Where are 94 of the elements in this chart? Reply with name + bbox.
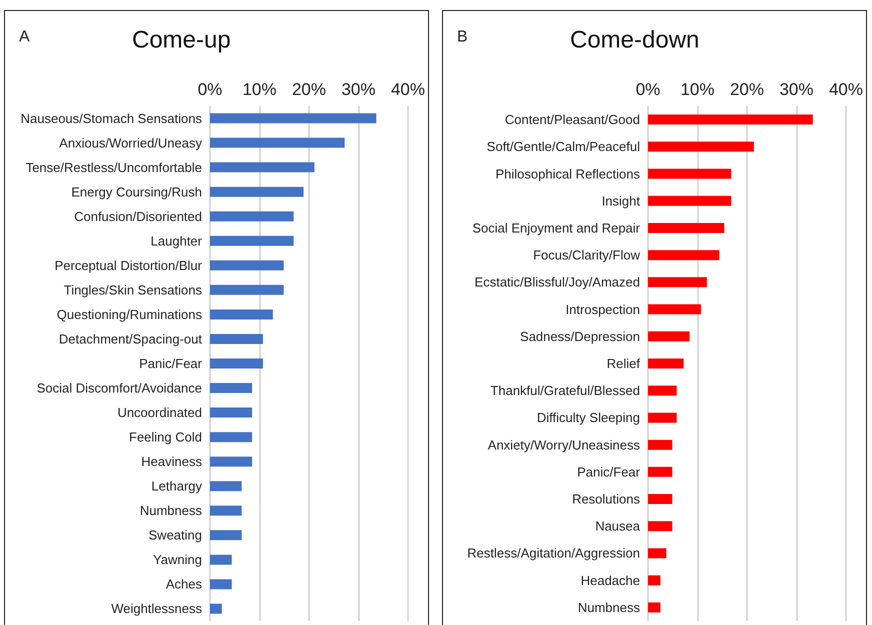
y-tick-label: Uncoordinated: [117, 405, 202, 420]
y-tick-label: Focus/Clarity/Flow: [533, 248, 641, 263]
y-tick-label: Lethargy: [151, 478, 202, 494]
y-tick-label: Anxious/Worried/Uneasy: [59, 135, 202, 150]
bar: [648, 114, 813, 125]
y-tick-label: Sadness/Depression: [520, 328, 640, 344]
bar: [648, 412, 677, 423]
x-tick-label: 20%: [730, 80, 764, 99]
bar: [210, 481, 242, 492]
bar: [648, 196, 732, 206]
bar: [648, 466, 672, 477]
y-tick-label: Insight: [602, 193, 640, 208]
bar: [648, 548, 666, 558]
x-tick-label: 0%: [636, 80, 660, 99]
bar: [210, 284, 284, 295]
bar: [210, 530, 242, 540]
bar: [648, 386, 677, 396]
bar: [210, 383, 252, 394]
y-tick-label: Nausea: [595, 518, 641, 534]
y-tick-label: Thankful/Grateful/Blessed: [490, 383, 640, 398]
x-tick-label: 30%: [779, 80, 814, 99]
y-tick-label: Questioning/Ruminations: [56, 306, 202, 322]
bar: [648, 222, 724, 233]
bar: [210, 236, 294, 246]
y-tick-label: Panic/Fear: [139, 356, 203, 371]
bar: [210, 162, 314, 172]
y-tick-label: Panic/Fear: [577, 464, 641, 480]
x-tick-label: 0%: [198, 80, 222, 99]
y-tick-label: Ecstatic/Blissful/Joy/Amazed: [474, 274, 640, 290]
y-tick-label: Sweating: [148, 528, 202, 543]
x-tick-label: 40%: [390, 80, 426, 99]
y-tick-label: Yawning: [153, 552, 202, 568]
bar: [210, 506, 242, 516]
text: B: [457, 28, 468, 46]
bar: [648, 277, 707, 288]
y-tick-label: Resolutions: [572, 492, 640, 507]
bar: [648, 304, 701, 314]
y-tick-label: Perceptual Distortion/Blur: [54, 258, 203, 273]
y-tick-label: Headache: [580, 572, 640, 588]
bar: [648, 440, 672, 450]
y-tick-label: Social Discomfort/Avoidance: [36, 380, 202, 396]
chart-title: Come-down: [570, 26, 700, 54]
y-tick-label: Tense/Restless/Uncomfortable: [26, 160, 202, 175]
bar: [210, 211, 294, 222]
y-tick-label: Feeling Cold: [129, 430, 202, 445]
bar: [648, 602, 660, 612]
bar: [210, 113, 376, 124]
bar: [210, 554, 232, 565]
y-tick-label: Restless/Agitation/Aggression: [467, 546, 640, 561]
y-tick-label: Philosophical Reflections: [495, 166, 640, 182]
bar: [648, 168, 732, 179]
y-tick-label: Tingles/Skin Sensations: [64, 282, 202, 298]
y-tick-label: Weightlessness: [111, 601, 202, 616]
bar: [210, 186, 304, 197]
text: A: [19, 28, 30, 46]
bar: [648, 331, 690, 342]
chart-title: Come-up: [132, 26, 231, 54]
x-tick-label: 40%: [828, 80, 864, 99]
bar: [210, 579, 232, 590]
bar: [648, 358, 684, 368]
y-tick-label: Numbness: [578, 600, 640, 615]
y-tick-label: Heaviness: [141, 454, 202, 470]
bar: [648, 250, 720, 260]
y-tick-label: Soft/Gentle/Calm/Peaceful: [486, 139, 640, 154]
bar: [210, 604, 222, 614]
y-tick-label: Aches: [166, 576, 202, 592]
y-tick-label: Relief: [606, 356, 640, 371]
bar: [210, 432, 252, 442]
bar: [210, 334, 263, 344]
bar: [210, 260, 284, 270]
y-tick-label: Introspection: [566, 302, 640, 317]
y-tick-label: Laughter: [150, 233, 203, 248]
bar: [648, 575, 660, 586]
bar: [210, 138, 345, 148]
y-tick-label: Energy Coursing/Rush: [71, 184, 202, 200]
y-tick-label: Confusion/Disoriented: [74, 208, 202, 224]
x-tick-label: 10%: [680, 80, 715, 99]
x-tick-label: 20%: [292, 80, 326, 99]
y-tick-label: Nauseous/Stomach Sensations: [20, 110, 202, 126]
bar: [648, 142, 754, 152]
y-tick-label: Social Enjoyment and Repair: [472, 220, 641, 236]
y-tick-label: Content/Pleasant/Good: [504, 112, 640, 128]
bar: [210, 408, 252, 418]
y-tick-label: Anxiety/Worry/Uneasiness: [488, 437, 640, 452]
y-tick-label: Detachment/Spacing-out: [58, 331, 202, 346]
bar: [210, 456, 252, 467]
bar: [648, 494, 672, 504]
y-tick-label: Difficulty Sleeping: [536, 410, 640, 426]
x-tick-label: 30%: [341, 80, 376, 99]
bar: [648, 521, 672, 532]
y-tick-label: Numbness: [140, 503, 202, 518]
bar: [210, 358, 263, 368]
bar: [210, 309, 273, 320]
x-tick-label: 10%: [242, 80, 277, 99]
